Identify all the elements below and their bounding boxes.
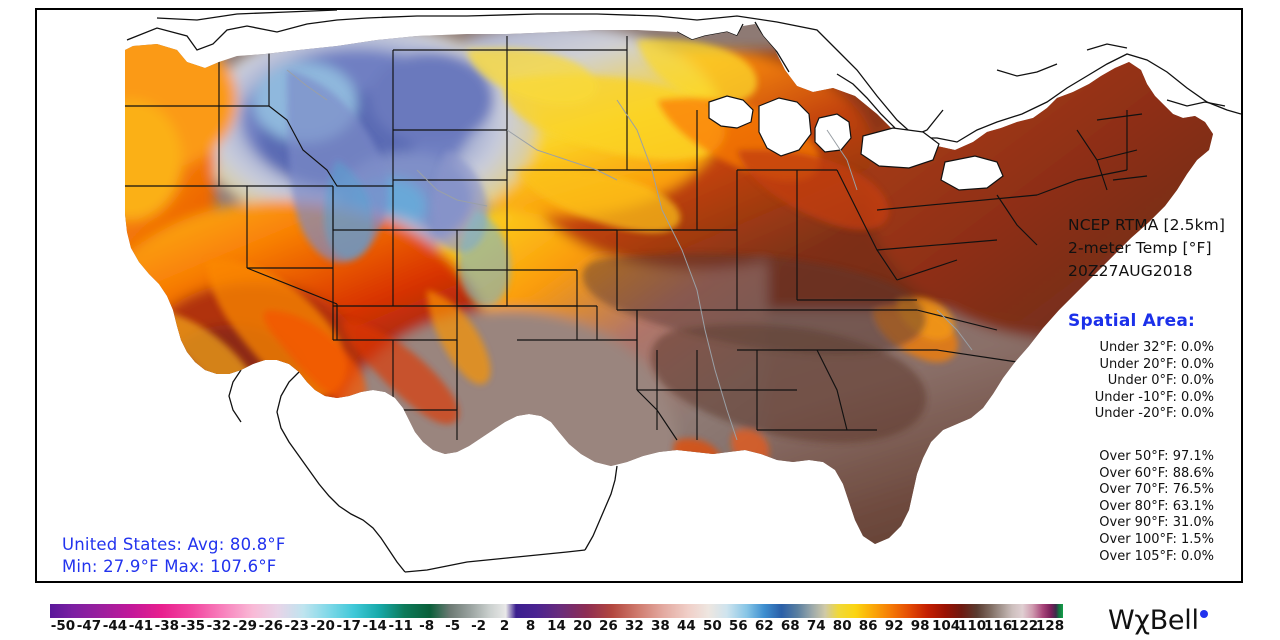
logo-bell: Bell bbox=[1149, 605, 1199, 636]
canada-mexico-outlines bbox=[126, 10, 1241, 573]
stat-over-80: Over 80°F: 63.1% bbox=[1099, 498, 1214, 514]
colorbar-tick-104: 104 bbox=[932, 618, 961, 634]
colorbar-tick-26: 26 bbox=[599, 618, 618, 634]
colorbar-tick--2: -2 bbox=[471, 618, 487, 634]
stat-under-neg20: Under -20°F: 0.0% bbox=[1094, 406, 1214, 422]
logo-chi: χ bbox=[1134, 605, 1150, 636]
colorbar-tick--41: -41 bbox=[128, 618, 154, 634]
stat-under-32: Under 32°F: 0.0% bbox=[1099, 340, 1214, 355]
us-summary-stats: United States: Avg: 80.8°F Min: 27.9°F M… bbox=[62, 534, 286, 578]
stat-over-100: Over 100°F: 1.5% bbox=[1099, 531, 1214, 547]
state-boundaries bbox=[125, 36, 1148, 441]
colorbar-tick--32: -32 bbox=[206, 618, 232, 634]
colorbar-tick-62: 62 bbox=[754, 618, 774, 634]
stat-over-50: Over 50°F: 97.1% bbox=[1099, 448, 1214, 464]
colorbar-tick--35: -35 bbox=[180, 618, 206, 634]
colorbar-tick-68: 68 bbox=[780, 618, 800, 634]
colorbar-tick-86: 86 bbox=[858, 618, 878, 634]
colorbar-tick--23: -23 bbox=[284, 618, 309, 634]
colorbar-tick--38: -38 bbox=[154, 618, 180, 634]
colorbar-tick--5: -5 bbox=[445, 618, 461, 634]
colorbar-tick--50: -50 bbox=[50, 618, 76, 634]
great-lakes bbox=[708, 95, 1004, 191]
colorbar-tick-74: 74 bbox=[806, 618, 826, 634]
stat-under-20: Under 20°F: 0.0% bbox=[1099, 356, 1214, 372]
colorbar-tick-80: 80 bbox=[832, 618, 852, 634]
over-threshold-stats: Over 50°F: 97.1% Over 60°F: 88.6% Over 7… bbox=[1068, 449, 1238, 565]
colorbar-tick-44: 44 bbox=[676, 618, 696, 634]
stat-under-0: Under 0°F: 0.0% bbox=[1107, 373, 1214, 389]
spatial-area-title: Spatial Area: bbox=[1068, 311, 1195, 331]
colorbar-tick--47: -47 bbox=[76, 618, 102, 634]
colorbar-tick-32: 32 bbox=[625, 618, 644, 634]
map-canvas[interactable] bbox=[37, 10, 1241, 581]
field-name: 2-meter Temp [°F] bbox=[1068, 239, 1212, 257]
stat-over-105: Over 105°F: 0.0% bbox=[1099, 548, 1214, 564]
colorbar-tick-98: 98 bbox=[910, 618, 930, 634]
colorbar-gradient bbox=[50, 604, 1063, 618]
us-minmax-line: Min: 27.9°F Max: 107.6°F bbox=[62, 557, 277, 576]
colorbar-tick-2: 2 bbox=[499, 618, 510, 634]
stat-under-neg10: Under -10°F: 0.0% bbox=[1094, 389, 1214, 405]
colorbar-tick-8: 8 bbox=[525, 618, 536, 634]
colorbar-tick-38: 38 bbox=[650, 618, 670, 634]
colorbar-tick-122: 122 bbox=[1009, 618, 1039, 634]
under-threshold-stats: Under 32°F: 0.0% Under 20°F: 0.0% Under … bbox=[1068, 340, 1238, 423]
colorbar-tick--20: -20 bbox=[310, 618, 335, 634]
colorbar-tick-56: 56 bbox=[728, 618, 748, 634]
colorbar-tick-20: 20 bbox=[573, 618, 592, 634]
logo-dot-icon bbox=[1199, 610, 1208, 618]
colorbar-tick--44: -44 bbox=[102, 618, 128, 634]
colorbar-tick--14: -14 bbox=[362, 618, 387, 634]
colorbar-tick-92: 92 bbox=[884, 618, 904, 634]
temperature-map-panel[interactable] bbox=[35, 8, 1243, 583]
logo-w: W bbox=[1108, 605, 1135, 636]
colorbar-tick-110: 110 bbox=[957, 618, 987, 634]
colorbar-tick-50: 50 bbox=[702, 618, 722, 634]
stat-over-60: Over 60°F: 88.6% bbox=[1099, 465, 1214, 481]
stat-over-90: Over 90°F: 31.0% bbox=[1099, 515, 1214, 531]
stat-over-70: Over 70°F: 76.5% bbox=[1099, 482, 1214, 498]
colorbar-tick--17: -17 bbox=[336, 618, 361, 634]
colorbar-tick--8: -8 bbox=[419, 618, 435, 634]
wxbell-logo[interactable]: WχBell bbox=[1108, 605, 1208, 636]
colorbar-tick-labels: -50 -47 -44 -41 -38 -35 -32 -29 -26 -23 -20 -17 -14-… bbox=[50, 618, 1065, 638]
colorbar-tick--26: -26 bbox=[258, 618, 283, 634]
colorbar-tick-128: 128 bbox=[1035, 618, 1065, 634]
info-panel: NCEP RTMA [2.5km] 2-meter Temp [°F] 20Z2… bbox=[1068, 214, 1238, 565]
valid-time: 20Z27AUG2018 bbox=[1068, 262, 1193, 280]
us-avg-line: United States: Avg: 80.8°F bbox=[62, 535, 286, 554]
model-name: NCEP RTMA [2.5km] bbox=[1068, 216, 1226, 234]
colorbar-tick-116: 116 bbox=[983, 618, 1013, 634]
colorbar-tick--11: -11 bbox=[388, 618, 413, 634]
colorbar-tick-14: 14 bbox=[547, 618, 566, 634]
colorbar[interactable] bbox=[50, 604, 1063, 618]
colorbar-tick--29: -29 bbox=[232, 618, 257, 634]
